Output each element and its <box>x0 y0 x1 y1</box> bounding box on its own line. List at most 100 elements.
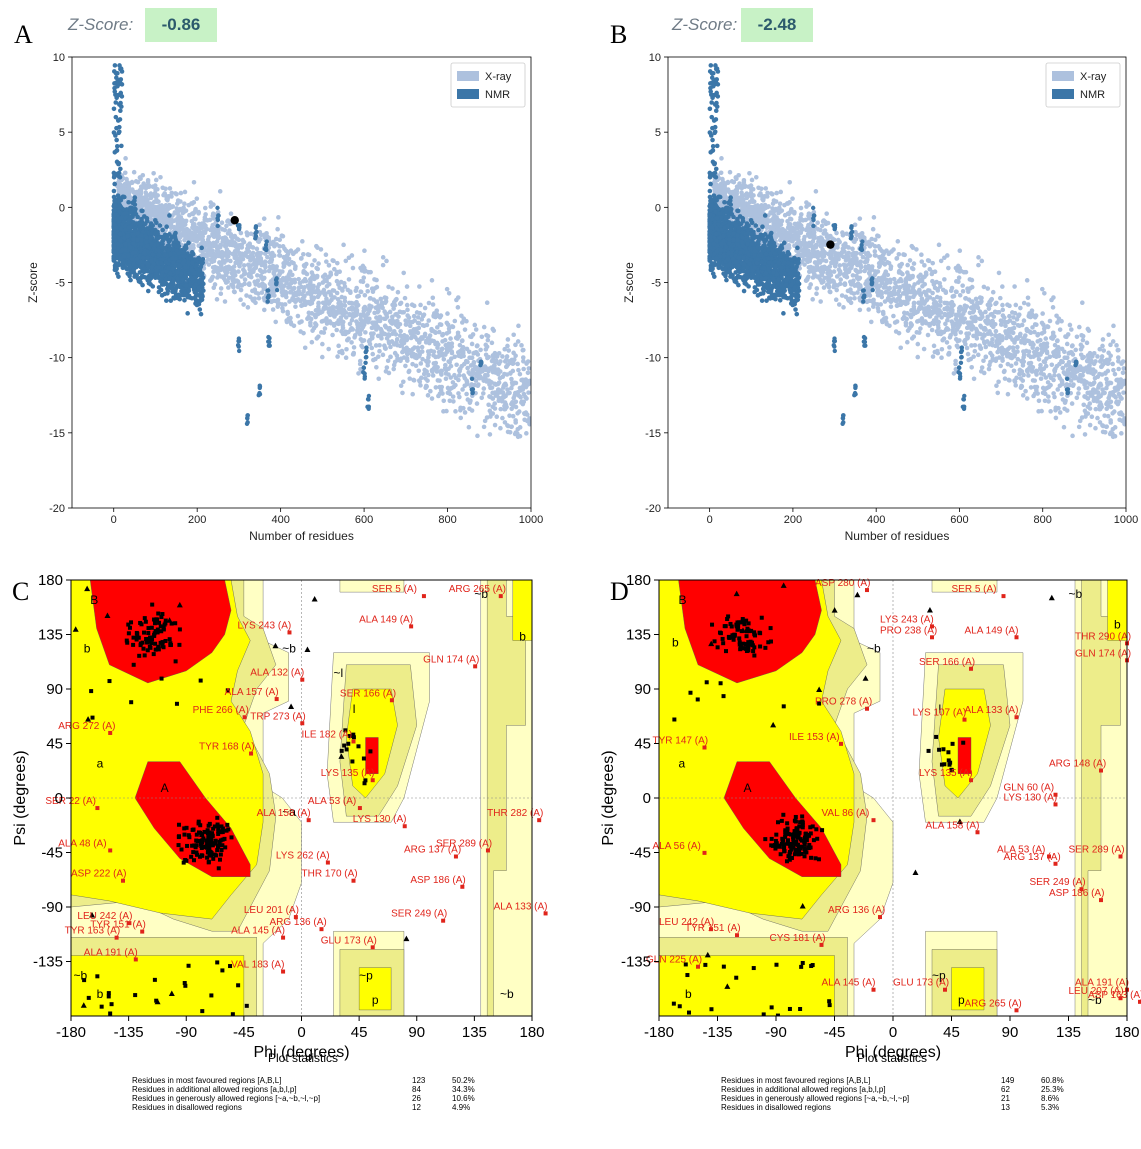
xray-point <box>441 409 446 414</box>
xray-point <box>327 312 333 317</box>
xray-point <box>312 258 317 263</box>
nmr-point <box>177 263 183 269</box>
nmr-point <box>163 276 169 282</box>
nmr-point <box>115 241 121 247</box>
nmr-point <box>133 264 139 270</box>
nmr-point <box>175 269 180 275</box>
xray-point <box>280 305 285 311</box>
xray-point <box>246 272 251 277</box>
xray-point <box>226 285 231 290</box>
xray-point <box>244 293 249 298</box>
xray-point <box>1040 286 1045 292</box>
xray-point <box>421 371 427 377</box>
xray-point <box>401 270 407 276</box>
nmr-point <box>361 365 366 370</box>
xray-point <box>482 364 488 369</box>
nmr-point <box>126 225 132 230</box>
xray-point <box>218 291 224 297</box>
xray-point <box>290 296 295 302</box>
nmr-point <box>148 258 154 264</box>
xray-point <box>335 354 340 359</box>
xray-point <box>182 201 187 207</box>
xray-point <box>196 209 201 215</box>
xray-point <box>397 309 403 315</box>
xray-point <box>302 345 308 351</box>
xray-point <box>429 326 434 332</box>
xray-point <box>359 326 364 332</box>
nmr-point <box>156 248 162 254</box>
xray-point <box>898 345 904 351</box>
xray-point <box>500 354 505 359</box>
xray-point <box>376 376 382 382</box>
xray-point <box>494 353 499 359</box>
xray-point <box>162 217 168 222</box>
nmr-point <box>265 299 270 304</box>
xray-point <box>417 310 423 316</box>
xray-point <box>1021 300 1027 306</box>
xray-point <box>504 404 509 410</box>
xray-point <box>265 254 270 260</box>
xray-point <box>973 318 978 324</box>
nmr-point <box>156 251 162 257</box>
xray-point <box>370 321 376 326</box>
nmr-point <box>115 82 121 88</box>
xray-point <box>196 234 202 239</box>
nmr-point <box>131 237 136 242</box>
xray-point <box>228 211 234 216</box>
xray-point <box>431 361 437 366</box>
xray-point <box>502 371 507 377</box>
xray-point <box>457 366 463 372</box>
xray-point <box>285 251 291 257</box>
xray-point <box>357 330 363 336</box>
xray-point <box>238 260 243 265</box>
xray-point <box>380 352 386 358</box>
nmr-point <box>198 289 203 295</box>
nmr-point <box>161 282 167 287</box>
xray-point <box>297 320 302 325</box>
nmr-point <box>366 404 372 409</box>
xray-point <box>383 316 388 321</box>
xray-point <box>292 279 298 285</box>
xray-point <box>332 314 337 319</box>
xray-point <box>358 279 364 284</box>
xray-point <box>322 326 328 331</box>
xray-point <box>336 343 341 349</box>
nmr-point <box>111 194 117 200</box>
xray-point <box>315 245 320 250</box>
xray-point <box>202 205 208 211</box>
xray-point <box>1112 371 1118 377</box>
xray-point <box>239 242 245 247</box>
xray-point <box>343 355 349 361</box>
xray-point <box>405 307 410 313</box>
xray-point <box>510 413 516 419</box>
xray-point <box>515 434 521 440</box>
xray-point <box>1080 300 1085 306</box>
xray-point <box>444 320 450 326</box>
xray-point <box>352 332 358 338</box>
xray-point <box>387 327 393 332</box>
xray-point <box>343 258 349 264</box>
xray-point <box>270 307 276 312</box>
xray-point <box>486 367 492 373</box>
y-tick-label: -5 <box>55 278 65 290</box>
nmr-point <box>245 420 250 425</box>
nmr-point <box>182 297 187 303</box>
nmr-point <box>168 298 174 303</box>
xray-point <box>426 318 432 323</box>
xray-point <box>330 332 335 338</box>
nmr-point <box>123 241 128 247</box>
xray-point <box>447 346 453 351</box>
xray-point <box>340 322 345 328</box>
xray-point <box>198 224 203 230</box>
xray-point <box>350 265 356 271</box>
xray-point <box>222 299 228 304</box>
nmr-point <box>189 267 195 273</box>
nmr-point <box>274 276 279 281</box>
xray-point <box>258 282 264 288</box>
xray-point <box>284 275 289 280</box>
xray-point <box>214 239 220 244</box>
nmr-point <box>164 298 169 303</box>
xray-point <box>385 358 391 364</box>
